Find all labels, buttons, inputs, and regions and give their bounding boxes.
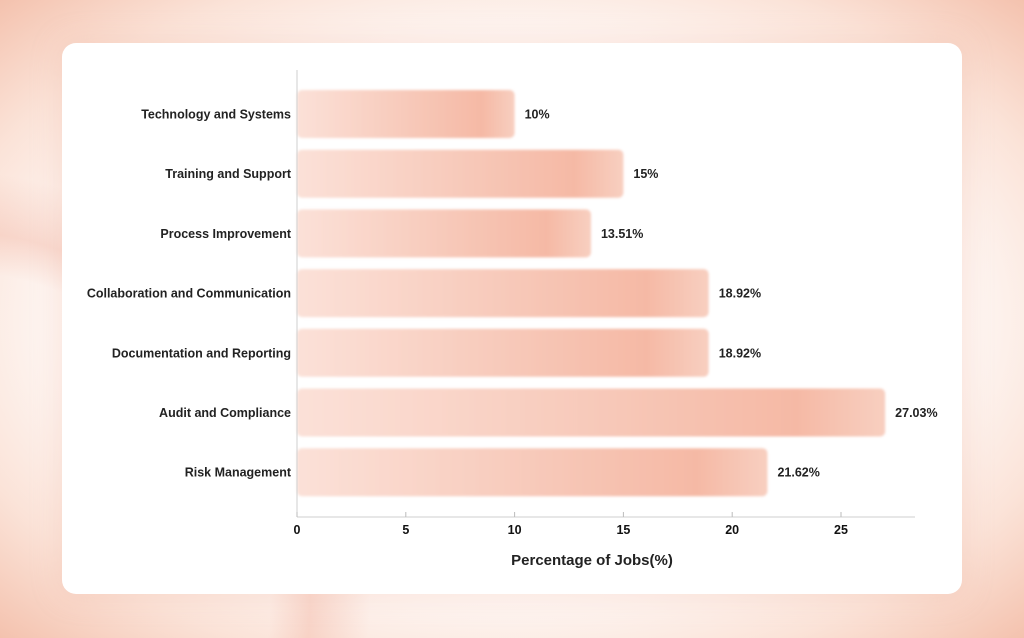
x-tick-label: 0 bbox=[294, 523, 301, 537]
category-label: Audit and Compliance bbox=[159, 406, 291, 420]
data-label: 10% bbox=[525, 108, 550, 122]
x-tick-label: 15 bbox=[616, 523, 630, 537]
x-axis-label: Percentage of Jobs(%) bbox=[511, 552, 673, 569]
x-tick-label: 20 bbox=[725, 523, 739, 537]
data-label: 13.51% bbox=[601, 227, 643, 241]
category-label: Technology and Systems bbox=[141, 108, 291, 122]
x-tick-label: 25 bbox=[834, 523, 848, 537]
data-label: 21.62% bbox=[777, 466, 819, 480]
bar bbox=[297, 328, 709, 377]
category-label: Documentation and Reporting bbox=[112, 346, 291, 360]
data-label: 15% bbox=[633, 167, 658, 181]
category-label: Process Improvement bbox=[160, 227, 291, 241]
x-tick-label: 5 bbox=[402, 523, 409, 537]
bar bbox=[297, 388, 886, 437]
data-label: 27.03% bbox=[895, 406, 937, 420]
data-label: 18.92% bbox=[719, 346, 761, 360]
bar bbox=[297, 269, 709, 318]
bar bbox=[297, 209, 591, 258]
category-label: Collaboration and Communication bbox=[87, 287, 291, 301]
bar bbox=[297, 448, 768, 497]
bar bbox=[297, 90, 515, 138]
category-label: Training and Support bbox=[165, 167, 292, 181]
bar bbox=[297, 149, 624, 198]
category-label: Risk Management bbox=[185, 466, 292, 480]
data-label: 18.92% bbox=[719, 287, 761, 301]
x-tick-label: 10 bbox=[508, 523, 522, 537]
